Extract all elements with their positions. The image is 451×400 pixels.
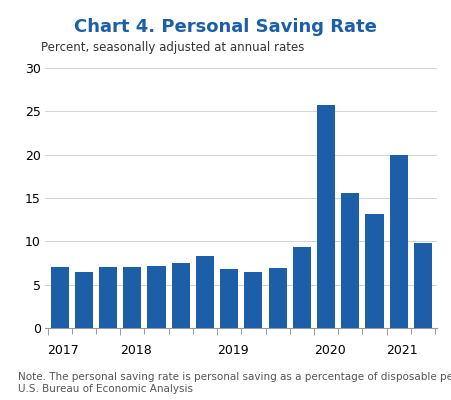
Text: Percent, seasonally adjusted at annual rates: Percent, seasonally adjusted at annual r… — [41, 41, 304, 54]
Bar — [390, 155, 408, 328]
Bar — [196, 256, 214, 328]
Bar — [99, 267, 117, 328]
Text: 2019: 2019 — [217, 344, 249, 357]
Bar — [220, 269, 238, 328]
Text: U.S. Bureau of Economic Analysis: U.S. Bureau of Economic Analysis — [18, 384, 193, 394]
Text: 2020: 2020 — [314, 344, 346, 357]
Bar — [244, 272, 262, 328]
Bar — [341, 193, 359, 328]
Text: Note. The personal saving rate is personal saving as a percentage of disposable : Note. The personal saving rate is person… — [18, 372, 451, 382]
Bar — [365, 214, 384, 328]
Bar — [317, 105, 335, 328]
Text: Chart 4. Personal Saving Rate: Chart 4. Personal Saving Rate — [74, 18, 377, 36]
Bar — [123, 267, 141, 328]
Bar — [293, 247, 311, 328]
Text: 2021: 2021 — [387, 344, 418, 357]
Bar — [51, 267, 69, 328]
Bar — [75, 272, 93, 328]
Text: 2017: 2017 — [47, 344, 79, 357]
Bar — [147, 266, 166, 328]
Bar — [268, 268, 287, 328]
Text: 2018: 2018 — [120, 344, 152, 357]
Bar — [172, 263, 190, 328]
Bar — [414, 243, 432, 328]
